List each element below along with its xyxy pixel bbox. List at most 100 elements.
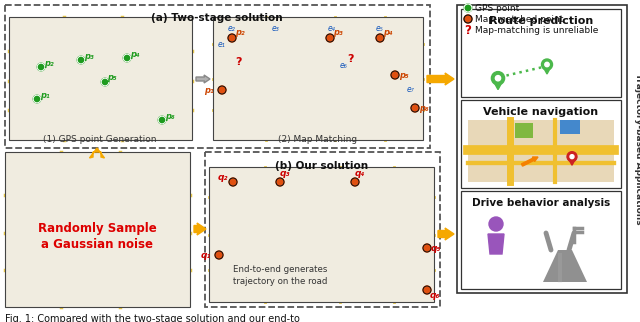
Circle shape xyxy=(541,59,552,70)
Circle shape xyxy=(215,251,223,259)
Text: Vehicle navigation: Vehicle navigation xyxy=(483,107,598,117)
Circle shape xyxy=(228,34,236,42)
Circle shape xyxy=(423,244,431,252)
FancyArrow shape xyxy=(427,73,454,85)
Bar xyxy=(9,17,192,140)
Text: Randomly Sample: Randomly Sample xyxy=(38,222,156,234)
Text: q₆: q₆ xyxy=(430,290,440,299)
Circle shape xyxy=(123,54,131,62)
Circle shape xyxy=(464,4,472,12)
Bar xyxy=(125,240,140,256)
Bar xyxy=(128,87,143,99)
Text: q₃: q₃ xyxy=(280,168,291,177)
Text: (b) Our solution: (b) Our solution xyxy=(275,161,369,171)
Bar xyxy=(209,167,434,302)
Text: p₂: p₂ xyxy=(44,59,54,68)
Bar xyxy=(5,152,190,307)
Text: p₄: p₄ xyxy=(130,50,140,59)
Circle shape xyxy=(464,15,472,23)
Bar xyxy=(461,191,621,289)
Text: e₂: e₂ xyxy=(228,24,236,33)
Text: (a) Two-stage solution: (a) Two-stage solution xyxy=(151,13,283,23)
Text: p₆: p₆ xyxy=(165,111,175,120)
Polygon shape xyxy=(488,234,504,254)
Bar xyxy=(130,87,181,107)
Bar xyxy=(560,120,580,134)
Text: (1) GPS point Generation: (1) GPS point Generation xyxy=(44,135,157,144)
Text: End-to-end generates: End-to-end generates xyxy=(233,266,328,274)
Circle shape xyxy=(411,104,419,112)
Circle shape xyxy=(276,178,284,186)
Circle shape xyxy=(376,34,384,42)
Circle shape xyxy=(545,62,549,67)
Text: q₅: q₅ xyxy=(431,243,442,252)
Circle shape xyxy=(33,95,41,103)
Bar xyxy=(17,87,56,107)
Polygon shape xyxy=(542,64,552,74)
Text: e₅: e₅ xyxy=(376,24,384,33)
Bar xyxy=(276,240,333,264)
Text: e₄: e₄ xyxy=(328,24,336,33)
Bar xyxy=(343,50,379,75)
Bar xyxy=(515,123,533,138)
Bar xyxy=(276,83,328,106)
Text: GPS point: GPS point xyxy=(475,4,519,13)
Text: Map-matched point: Map-matched point xyxy=(475,14,563,24)
Bar xyxy=(73,24,117,44)
Bar xyxy=(457,5,627,293)
Bar xyxy=(276,50,328,75)
Polygon shape xyxy=(492,78,504,90)
Circle shape xyxy=(101,78,109,86)
Text: ?: ? xyxy=(235,57,241,67)
Circle shape xyxy=(229,178,237,186)
FancyArrow shape xyxy=(194,223,206,235)
Bar xyxy=(12,161,53,186)
Bar xyxy=(461,9,621,97)
Circle shape xyxy=(423,286,431,294)
Text: (2) Map Matching: (2) Map Matching xyxy=(278,135,358,144)
Bar xyxy=(221,110,246,125)
Text: Drive behavior analysis: Drive behavior analysis xyxy=(472,198,610,208)
Text: q₂: q₂ xyxy=(218,173,228,182)
Text: ?: ? xyxy=(465,24,472,36)
Text: e₁: e₁ xyxy=(218,40,226,49)
Circle shape xyxy=(77,56,85,64)
FancyArrow shape xyxy=(90,148,104,158)
Bar xyxy=(70,240,114,265)
Text: ?: ? xyxy=(347,54,353,64)
Circle shape xyxy=(391,71,399,79)
Bar xyxy=(70,161,114,186)
Bar xyxy=(221,50,257,75)
Text: p₆: p₆ xyxy=(419,103,429,112)
Bar xyxy=(5,5,430,148)
Text: p₁: p₁ xyxy=(40,90,50,99)
Text: q₁: q₁ xyxy=(201,251,211,260)
Bar xyxy=(221,83,257,106)
Circle shape xyxy=(218,86,226,94)
Text: p₅: p₅ xyxy=(399,71,408,80)
Bar xyxy=(12,240,53,265)
Text: Map-matching is unreliable: Map-matching is unreliable xyxy=(475,25,598,34)
Bar xyxy=(349,204,387,231)
FancyArrow shape xyxy=(196,75,210,83)
Text: q₄: q₄ xyxy=(355,168,365,177)
Circle shape xyxy=(570,155,574,159)
Bar xyxy=(73,87,117,107)
Text: a Gaussian noise: a Gaussian noise xyxy=(41,238,153,251)
Bar xyxy=(9,17,192,140)
Bar xyxy=(218,204,256,231)
Bar xyxy=(17,24,56,44)
Bar xyxy=(468,120,614,182)
Text: trajectory on the road: trajectory on the road xyxy=(233,278,328,287)
Bar xyxy=(127,161,179,186)
Text: Fig. 1: Compared with the two-stage solution and our end-to: Fig. 1: Compared with the two-stage solu… xyxy=(5,314,300,322)
Bar xyxy=(213,17,423,140)
FancyArrow shape xyxy=(522,157,538,166)
Bar xyxy=(213,17,423,140)
Text: Route prediction: Route prediction xyxy=(489,16,593,26)
Text: p₄: p₄ xyxy=(383,27,392,36)
Text: p₅: p₅ xyxy=(107,72,116,81)
FancyArrow shape xyxy=(438,228,454,240)
Polygon shape xyxy=(543,250,587,282)
Text: e₇: e₇ xyxy=(407,85,415,94)
